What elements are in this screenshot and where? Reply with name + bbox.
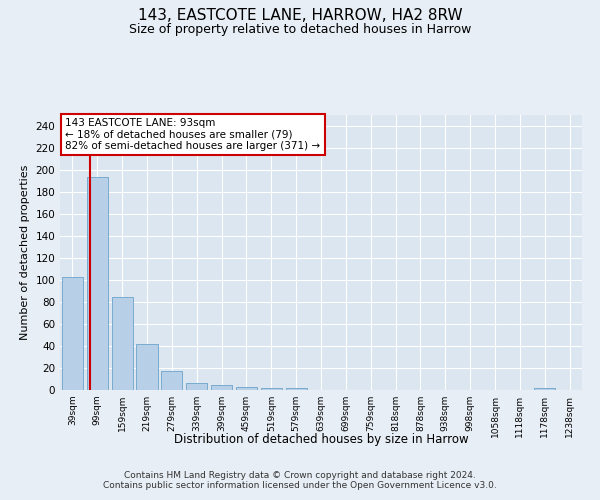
Text: Size of property relative to detached houses in Harrow: Size of property relative to detached ho… [129,22,471,36]
Bar [286,388,307,390]
Text: 143 EASTCOTE LANE: 93sqm
← 18% of detached houses are smaller (79)
82% of semi-d: 143 EASTCOTE LANE: 93sqm ← 18% of detach… [65,118,320,151]
Bar [161,372,182,390]
Bar [236,386,257,390]
Bar [112,296,133,390]
Text: 143, EASTCOTE LANE, HARROW, HA2 8RW: 143, EASTCOTE LANE, HARROW, HA2 8RW [137,8,463,22]
Bar [136,344,158,390]
Y-axis label: Number of detached properties: Number of detached properties [20,165,30,340]
Text: Distribution of detached houses by size in Harrow: Distribution of detached houses by size … [173,432,469,446]
Bar [62,276,83,390]
Bar [261,388,282,390]
Bar [211,384,232,390]
Bar [534,388,555,390]
Bar [87,176,108,390]
Bar [186,384,207,390]
Text: Contains HM Land Registry data © Crown copyright and database right 2024.
Contai: Contains HM Land Registry data © Crown c… [103,470,497,490]
